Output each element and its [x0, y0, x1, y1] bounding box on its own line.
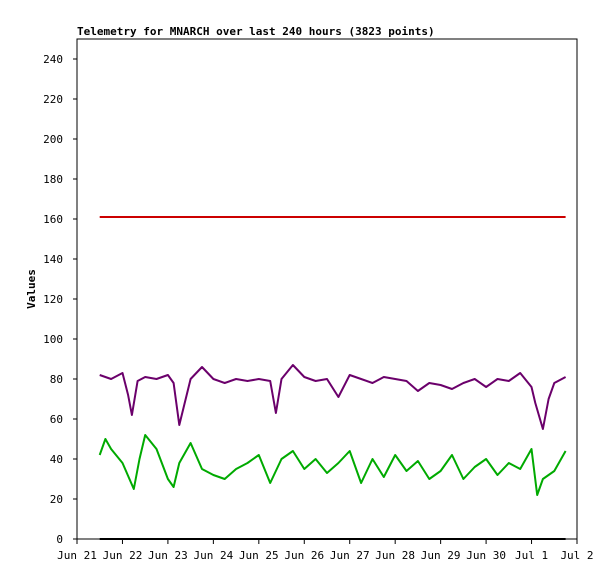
y-tick-label: 40	[50, 453, 63, 466]
x-tick-label: Jun 24	[193, 549, 233, 562]
x-tick-label: Jul 1	[515, 549, 548, 562]
x-tick-label: Jun 27	[330, 549, 370, 562]
y-tick-label: 100	[43, 333, 63, 346]
x-tick-label: Jun 26	[284, 549, 324, 562]
y-tick-label: 0	[56, 533, 63, 546]
y-tick-label: 60	[50, 413, 63, 426]
y-tick-label: 80	[50, 373, 63, 386]
y-tick-label: 140	[43, 253, 63, 266]
y-axis-label: Values	[25, 269, 38, 309]
y-tick-label: 180	[43, 173, 63, 186]
x-axis-ticks: Jun 21 Jun 22 Jun 23 Jun 24 Jun 25 Jun 26 Jun …	[57, 539, 594, 562]
chart-title: Telemetry for MNARCH over last 240 hours…	[77, 25, 435, 38]
y-tick-label: 160	[43, 213, 63, 226]
series-line-2	[98, 434, 567, 496]
y-axis-ticks: 0 20 40 60 80 100 120 140 160 180 200 220 240	[43, 53, 77, 546]
series-line-1	[99, 364, 567, 430]
y-tick-label: 20	[50, 493, 63, 506]
series-lines	[98, 216, 567, 540]
y-tick-label: 220	[43, 93, 63, 106]
x-tick-label: Jun 29	[421, 549, 461, 562]
x-tick-label: Jun 21	[57, 549, 97, 562]
x-tick-label: Jun 22	[103, 549, 143, 562]
y-tick-label: 240	[43, 53, 63, 66]
x-tick-label: Jun 23	[148, 549, 188, 562]
x-tick-label: Jun 30	[466, 549, 506, 562]
x-tick-label: Jun 28	[375, 549, 415, 562]
x-tick-label: Jul 2	[560, 549, 593, 562]
x-tick-label: Jun 25	[239, 549, 279, 562]
y-tick-label: 200	[43, 133, 63, 146]
plot-frame	[76, 38, 578, 540]
y-tick-label: 120	[43, 293, 63, 306]
